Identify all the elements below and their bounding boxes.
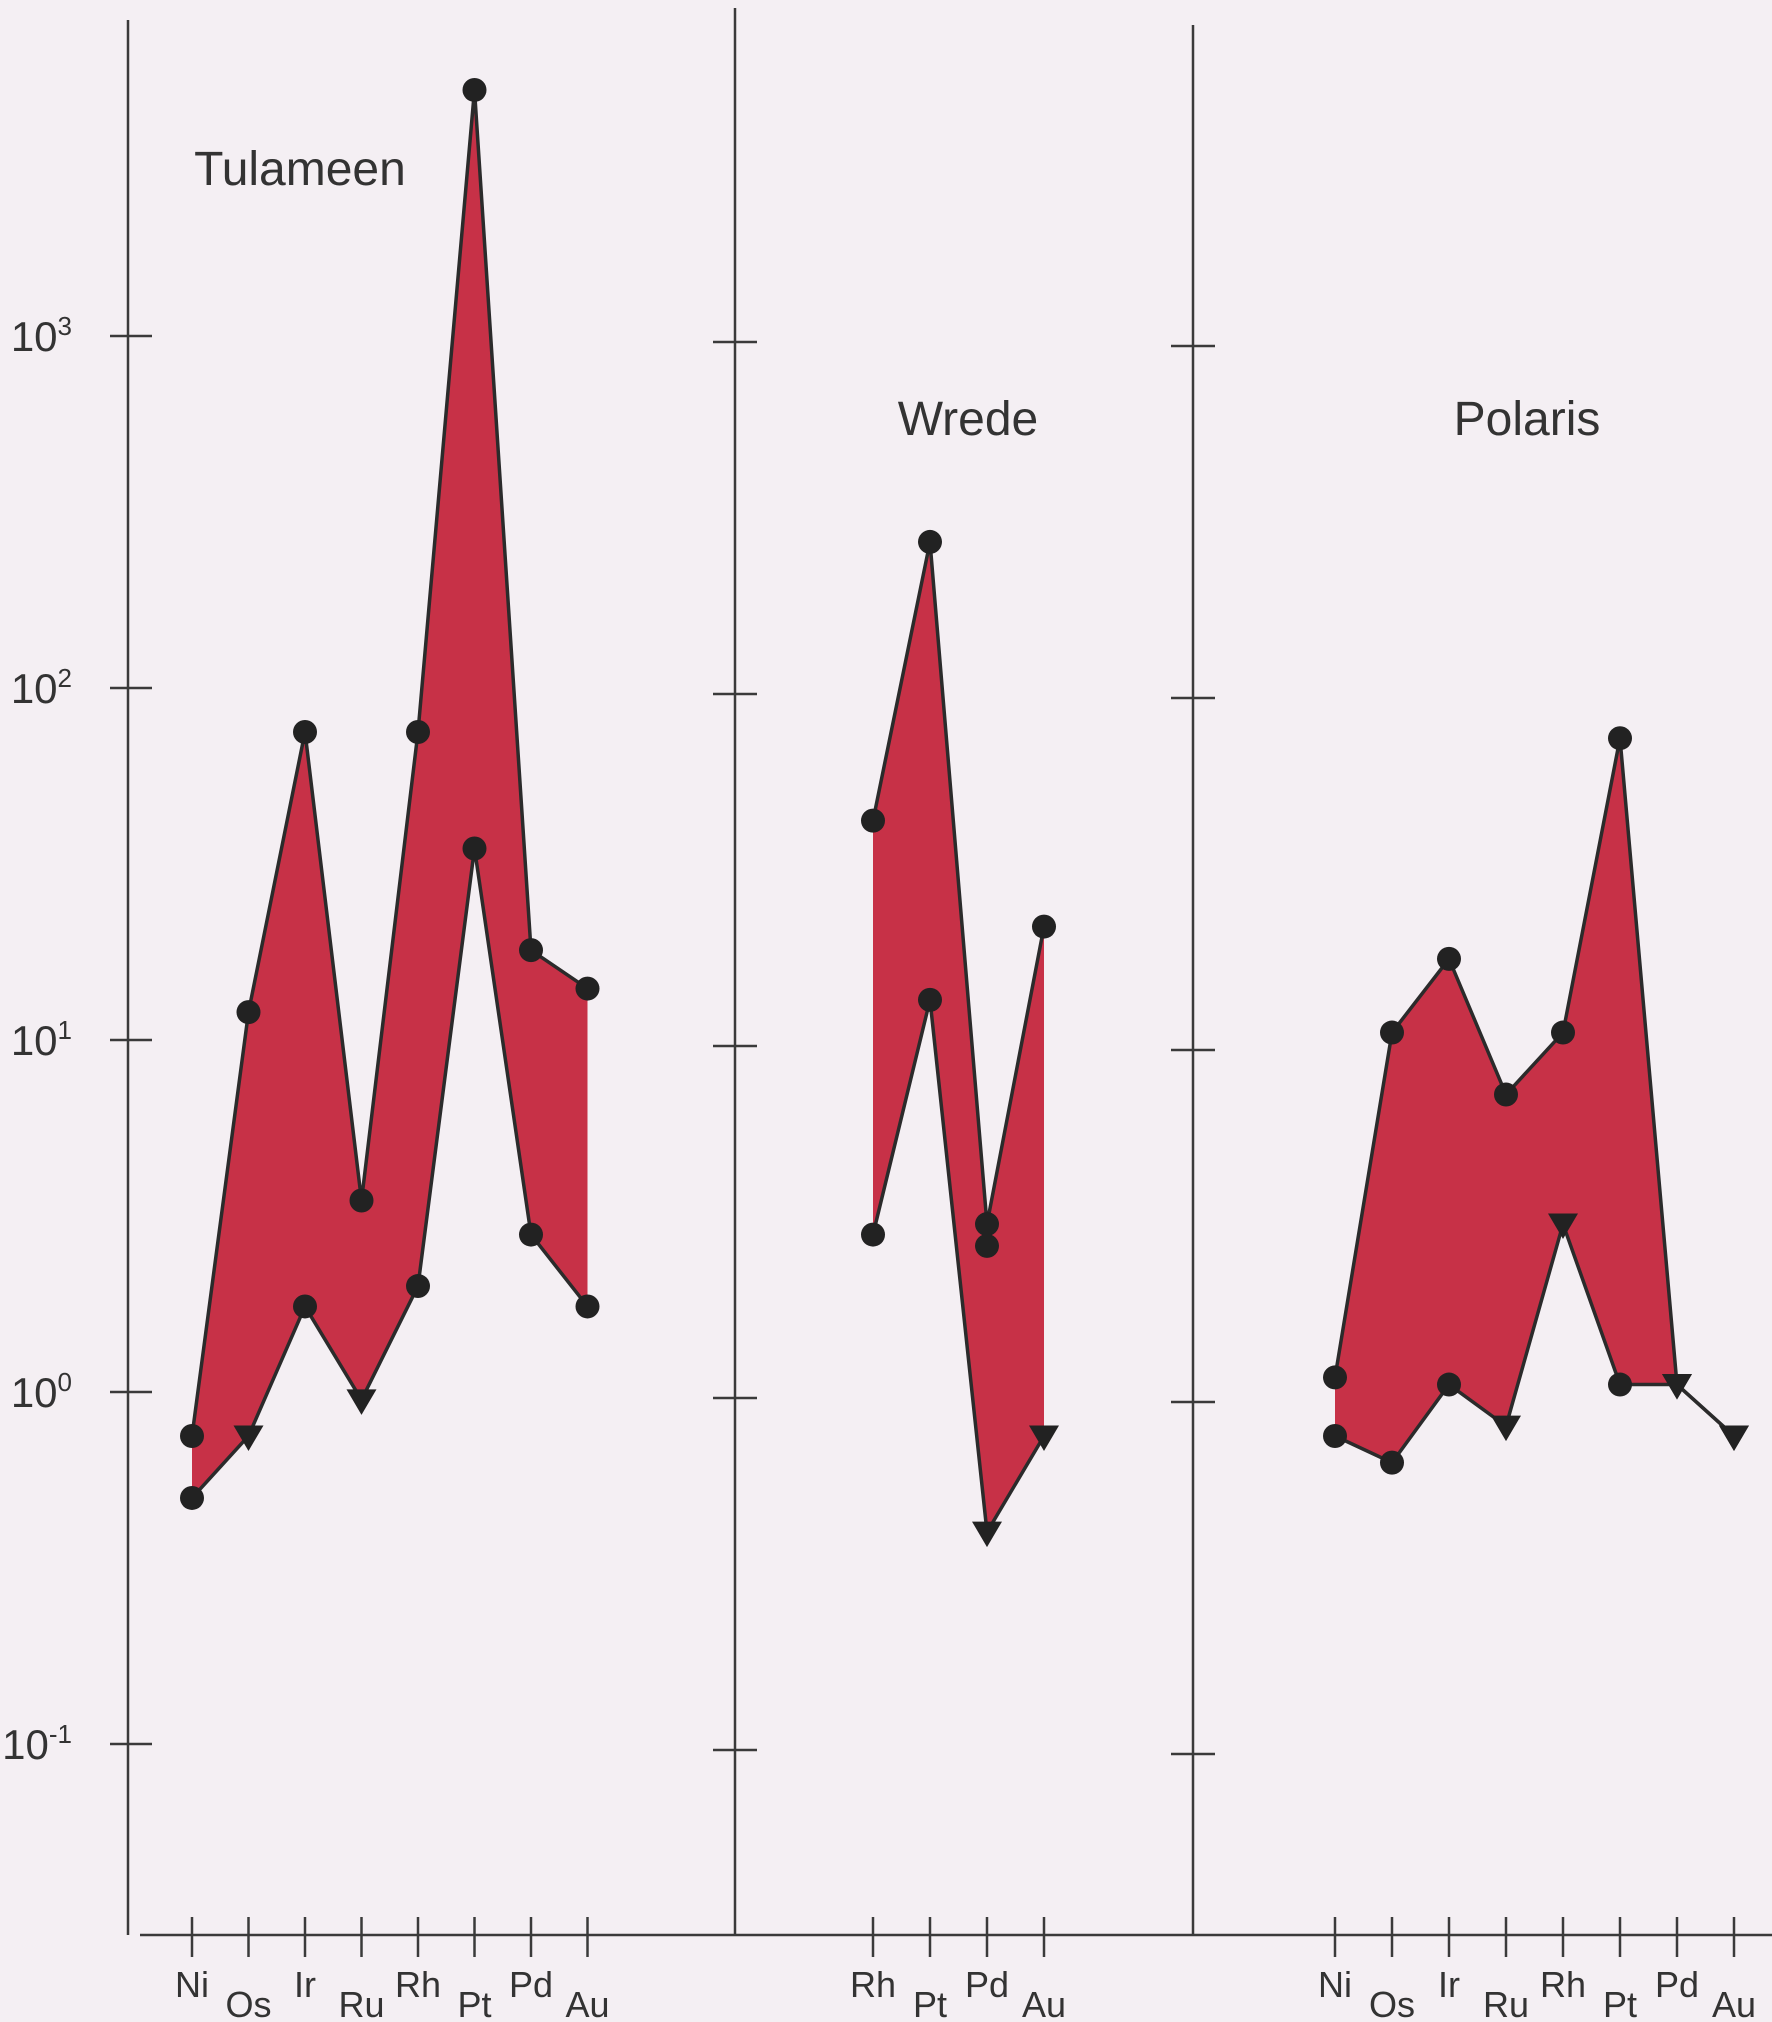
marker-upper-au <box>575 976 600 1001</box>
x-tick-label-ni: Ni <box>1318 1964 1352 2005</box>
x-tick-label-ir: Ir <box>1438 1964 1460 2005</box>
marker-upper-rh <box>406 719 430 744</box>
x-tick-label-au: Au <box>565 1984 609 2022</box>
x-tick-label-pt: Pt <box>1603 1984 1637 2022</box>
marker-lower-rh <box>861 1222 885 1247</box>
upper-line-wrede <box>871 540 1046 1226</box>
y-tick-label: 10-1 <box>2 1719 72 1768</box>
marker-upper-ni <box>1323 1365 1347 1390</box>
x-tick-label-au: Au <box>1712 1984 1756 2022</box>
marker-lower-pd <box>975 1233 999 1258</box>
y-tick-label: 101 <box>11 1015 72 1064</box>
marker-upper-ir <box>1437 946 1461 971</box>
lower-line-polaris <box>1334 1222 1736 1465</box>
x-tick-label-rh: Rh <box>395 1964 441 2005</box>
upper-line-polaris <box>1333 736 1736 1438</box>
y-tick-label: 103 <box>11 311 72 360</box>
marker-lower-pt <box>918 987 942 1012</box>
marker-lower-extra-pd <box>972 1521 1002 1548</box>
marker-upper-ir <box>293 719 317 744</box>
marker-lower-rh <box>1548 1213 1578 1240</box>
y-tick-exponent: 1 <box>58 1015 72 1045</box>
lower-line-wrede <box>871 998 1046 1534</box>
lower-line-tulameen <box>190 846 589 1500</box>
marker-lower-ir <box>293 1294 317 1319</box>
marker-lower-ru <box>1491 1415 1521 1442</box>
marker-upper-pd <box>975 1212 999 1237</box>
x-tick-label-os: Os <box>225 1984 271 2022</box>
marker-upper-pt <box>462 77 487 102</box>
x-tick-label-ru: Ru <box>338 1984 384 2022</box>
x-tick-label-ru: Ru <box>1483 1984 1529 2022</box>
x-tick-label-pt: Pt <box>913 1984 947 2022</box>
marker-lower-os <box>233 1425 264 1451</box>
marker-upper-ru <box>349 1188 374 1213</box>
panel-title-polaris: Polaris <box>1454 393 1601 446</box>
marker-upper-pt <box>918 529 942 554</box>
marker-lower-rh <box>406 1274 430 1299</box>
y-tick-exponent: 0 <box>58 1367 72 1397</box>
band-tulameen <box>192 89 588 1498</box>
marker-upper-pd <box>519 938 543 963</box>
x-tick-label-ni: Ni <box>175 1964 209 2005</box>
x-tick-label-pd: Pd <box>509 1964 553 2005</box>
panel-title-wrede: Wrede <box>898 393 1039 446</box>
x-tick-label-au: Au <box>1022 1984 1066 2022</box>
marker-lower-os <box>1380 1450 1404 1475</box>
marker-upper-ru <box>1494 1082 1518 1107</box>
x-tick-label-ir: Ir <box>294 1964 316 2005</box>
panel-title-tulameen: Tulameen <box>194 143 406 196</box>
marker-lower-pt <box>462 836 487 861</box>
data-layer <box>180 77 1749 1548</box>
marker-upper-os <box>236 1000 261 1025</box>
y-tick-exponent: -1 <box>49 1719 72 1749</box>
marker-upper-ni <box>180 1423 204 1448</box>
y-tick-exponent: 3 <box>58 311 72 341</box>
y-tick-exponent: 2 <box>58 663 72 693</box>
x-tick-label-pt: Pt <box>457 1984 491 2022</box>
marker-upper-rh <box>861 808 885 833</box>
marker-lower-ni <box>180 1485 204 1510</box>
x-tick-label-rh: Rh <box>1540 1964 1586 2005</box>
marker-upper-au <box>1032 914 1056 939</box>
marker-upper-rh <box>1551 1020 1575 1045</box>
marker-lower-au <box>575 1294 600 1319</box>
marker-lower-au <box>1719 1425 1749 1451</box>
marker-lower-pt <box>1608 1372 1632 1397</box>
marker-lower-pd <box>519 1222 543 1247</box>
y-tick-label: 102 <box>11 663 72 712</box>
axes-layer <box>110 8 1772 1957</box>
marker-lower-ir <box>1437 1372 1461 1397</box>
x-tick-label-pd: Pd <box>965 1964 1009 2005</box>
x-tick-label-os: Os <box>1369 1984 1415 2022</box>
marker-upper-pt <box>1608 726 1632 751</box>
marker-upper-os <box>1380 1020 1404 1045</box>
upper-line-tulameen <box>190 88 589 1437</box>
marker-lower-ni <box>1323 1423 1347 1448</box>
band-wrede <box>873 541 1044 1533</box>
y-tick-label: 100 <box>11 1367 72 1416</box>
x-tick-label-rh: Rh <box>850 1964 896 2005</box>
x-tick-label-pd: Pd <box>1655 1964 1699 2005</box>
marker-lower-au <box>1029 1425 1059 1451</box>
marker-lower-ru <box>346 1389 377 1415</box>
marker-lower-pd <box>1662 1374 1692 1400</box>
